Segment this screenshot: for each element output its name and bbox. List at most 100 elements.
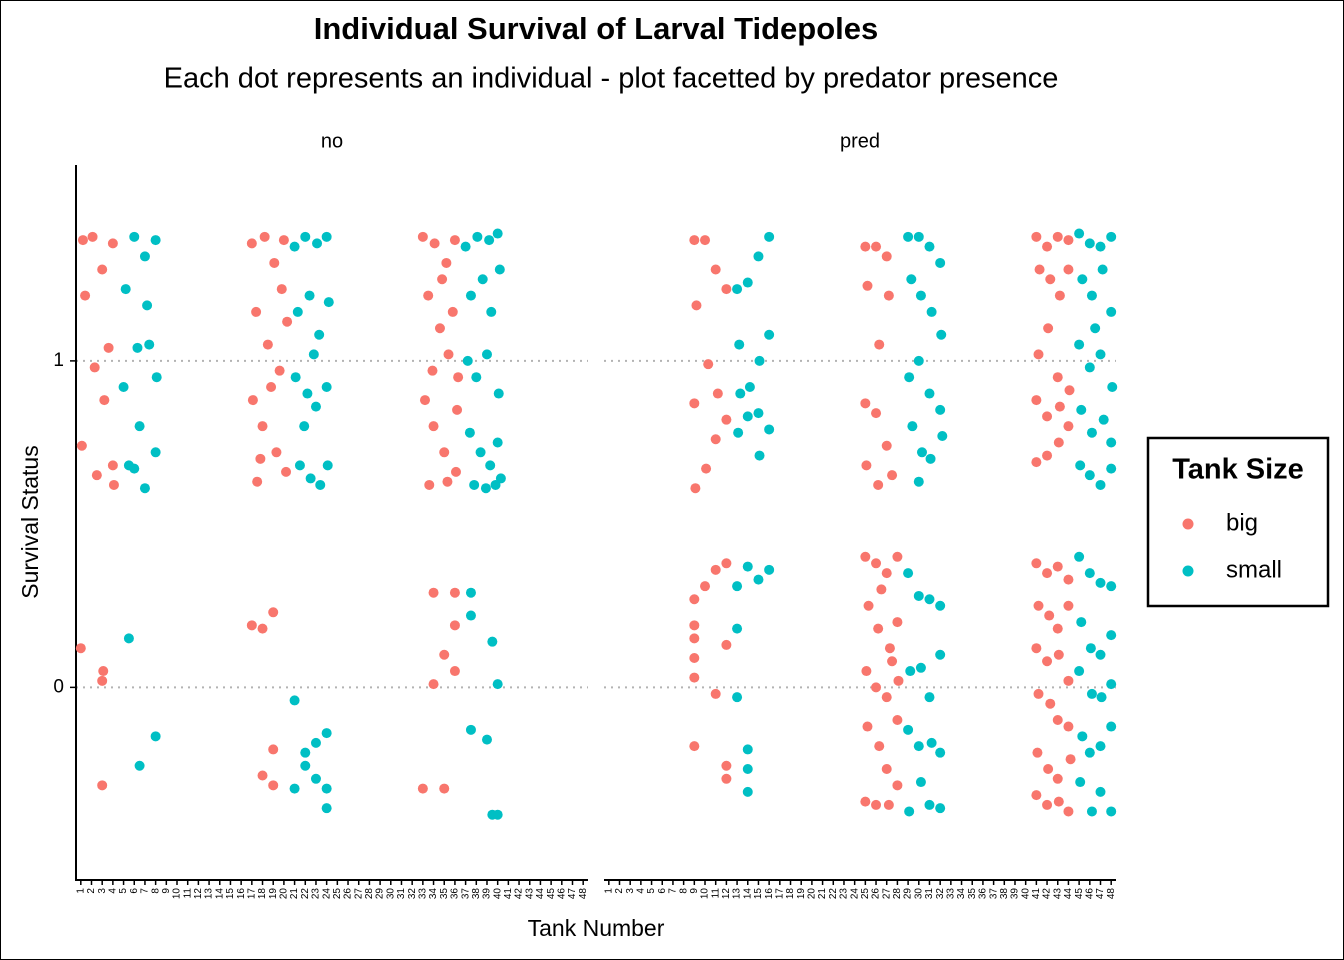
point [1033,688,1044,699]
point [1107,382,1118,393]
point [742,561,753,572]
point [862,721,873,732]
point [1076,404,1087,415]
point [1106,463,1117,474]
point [860,796,871,807]
x-tick-label: 30 [913,888,924,900]
point [1074,228,1085,239]
point [732,284,743,295]
point [689,652,700,663]
point [874,339,885,350]
point [266,382,277,393]
point [1106,721,1117,732]
point [754,450,765,461]
point [257,421,268,432]
point [441,257,452,268]
x-tick-label: 1 [75,888,86,894]
point [99,395,110,406]
point [754,355,765,366]
point [129,231,140,242]
x-tick-label: 35 [439,888,450,900]
x-tick-label: 17 [774,888,785,900]
point [883,799,894,810]
point [689,672,700,683]
x-tick-label: 32 [935,888,946,900]
x-tick-label: 20 [807,888,818,900]
point [935,600,946,611]
x-tick-label: 25 [860,888,871,900]
point [108,479,119,490]
point [937,430,948,441]
point [1031,790,1042,801]
point [887,656,898,667]
point [321,382,332,393]
point [1084,470,1095,481]
point [924,241,935,252]
x-tick-label: 28 [364,888,375,900]
x-tick-label: 44 [1063,888,1074,900]
point [926,306,937,317]
x-tick-label: 43 [524,888,535,900]
x-tick-label: 9 [689,888,700,894]
x-tick-label: 36 [450,888,461,900]
point [732,692,743,703]
point [1085,643,1096,654]
x-tick-label: 33 [945,888,956,900]
point [915,662,926,673]
x-tick-label: 4 [636,888,647,894]
point [863,600,874,611]
x-tick-label: 6 [657,888,668,894]
point [419,395,430,406]
point [1031,558,1042,569]
point [892,715,903,726]
point [462,355,473,366]
point [1052,715,1063,726]
point [691,300,702,311]
point [475,447,486,458]
legend-marker [1182,518,1194,530]
point [304,290,315,301]
point [1063,675,1074,686]
x-tick-label: 39 [1010,888,1021,900]
point [742,786,753,797]
point [246,620,257,631]
point [1090,323,1101,334]
point [310,737,321,748]
point [485,460,496,471]
point [305,473,316,484]
point [860,241,871,252]
point [439,447,450,458]
point [439,649,450,660]
point [1052,231,1063,242]
point [321,231,332,242]
x-tick-label: 19 [268,888,279,900]
point [493,388,504,399]
point [80,290,91,301]
x-tick-label: 40 [492,888,503,900]
x-tick-label: 44 [535,888,546,900]
x-tick-label: 10 [172,888,183,900]
x-tick-label: 46 [1084,888,1095,900]
point [744,382,755,393]
point [103,342,114,353]
point [1106,630,1117,641]
point [905,666,916,677]
point [753,251,764,262]
point [139,251,150,262]
legend-label: small [1226,556,1282,583]
x-tick-label: 30 [385,888,396,900]
x-tick-label: 24 [321,888,332,900]
point [321,803,332,814]
x-tick-label: 45 [546,888,557,900]
point [1095,741,1106,752]
x-tick-label: 8 [150,888,161,894]
point [492,679,503,690]
point [1095,577,1106,588]
point [925,453,936,464]
point [735,388,746,399]
x-tick-label: 23 [311,888,322,900]
x-tick-label: 34 [956,888,967,900]
point [91,470,102,481]
point [1052,561,1063,572]
point [308,349,319,360]
